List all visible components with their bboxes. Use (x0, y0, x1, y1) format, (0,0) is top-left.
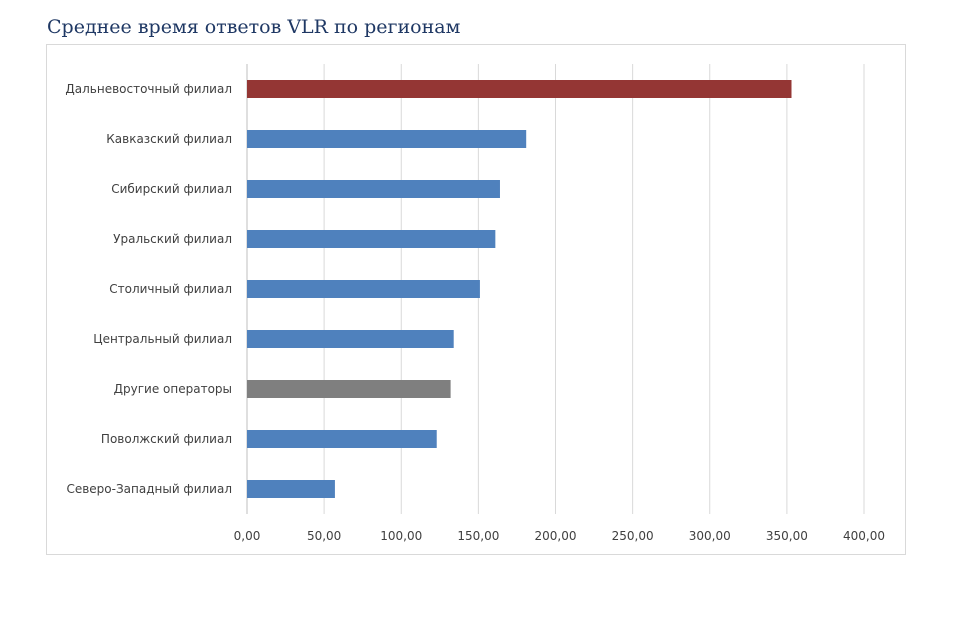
bar (247, 430, 437, 448)
bar (247, 280, 480, 298)
x-tick-label: 0,00 (234, 529, 261, 543)
category-labels: Дальневосточный филиал Кавказский филиал С… (65, 82, 232, 496)
category-label: Столичный филиал (109, 282, 232, 296)
category-label: Уральский филиал (113, 232, 232, 246)
x-tick-label: 250,00 (612, 529, 654, 543)
x-tick-label: 200,00 (535, 529, 577, 543)
category-label: Центральный филиал (93, 332, 232, 346)
category-label: Сибирский филиал (111, 182, 232, 196)
chart-title: Среднее время ответов VLR по регионам (47, 16, 461, 38)
x-tick-label: 50,00 (307, 529, 341, 543)
bar (247, 130, 527, 148)
chart-area (46, 44, 906, 555)
bar (247, 80, 792, 98)
bar (247, 480, 335, 498)
x-tick-label: 300,00 (689, 529, 731, 543)
x-tick-label: 100,00 (380, 529, 422, 543)
bar (247, 180, 500, 198)
category-label: Кавказский филиал (106, 132, 232, 146)
x-tick-label: 400,00 (843, 529, 885, 543)
category-label: Другие операторы (114, 382, 232, 396)
category-label: Дальневосточный филиал (65, 82, 232, 96)
category-label: Северо-Западный филиал (66, 482, 232, 496)
bar (247, 230, 496, 248)
bar (247, 330, 454, 348)
x-tick-label: 150,00 (457, 529, 499, 543)
x-tick-labels: 0,00 50,00 100,00 150,00 200,00 250,00 300,00 3… (234, 529, 885, 543)
category-label: Поволжский филиал (101, 432, 232, 446)
bars (247, 80, 792, 498)
x-tick-label: 350,00 (766, 529, 808, 543)
bar (247, 380, 451, 398)
